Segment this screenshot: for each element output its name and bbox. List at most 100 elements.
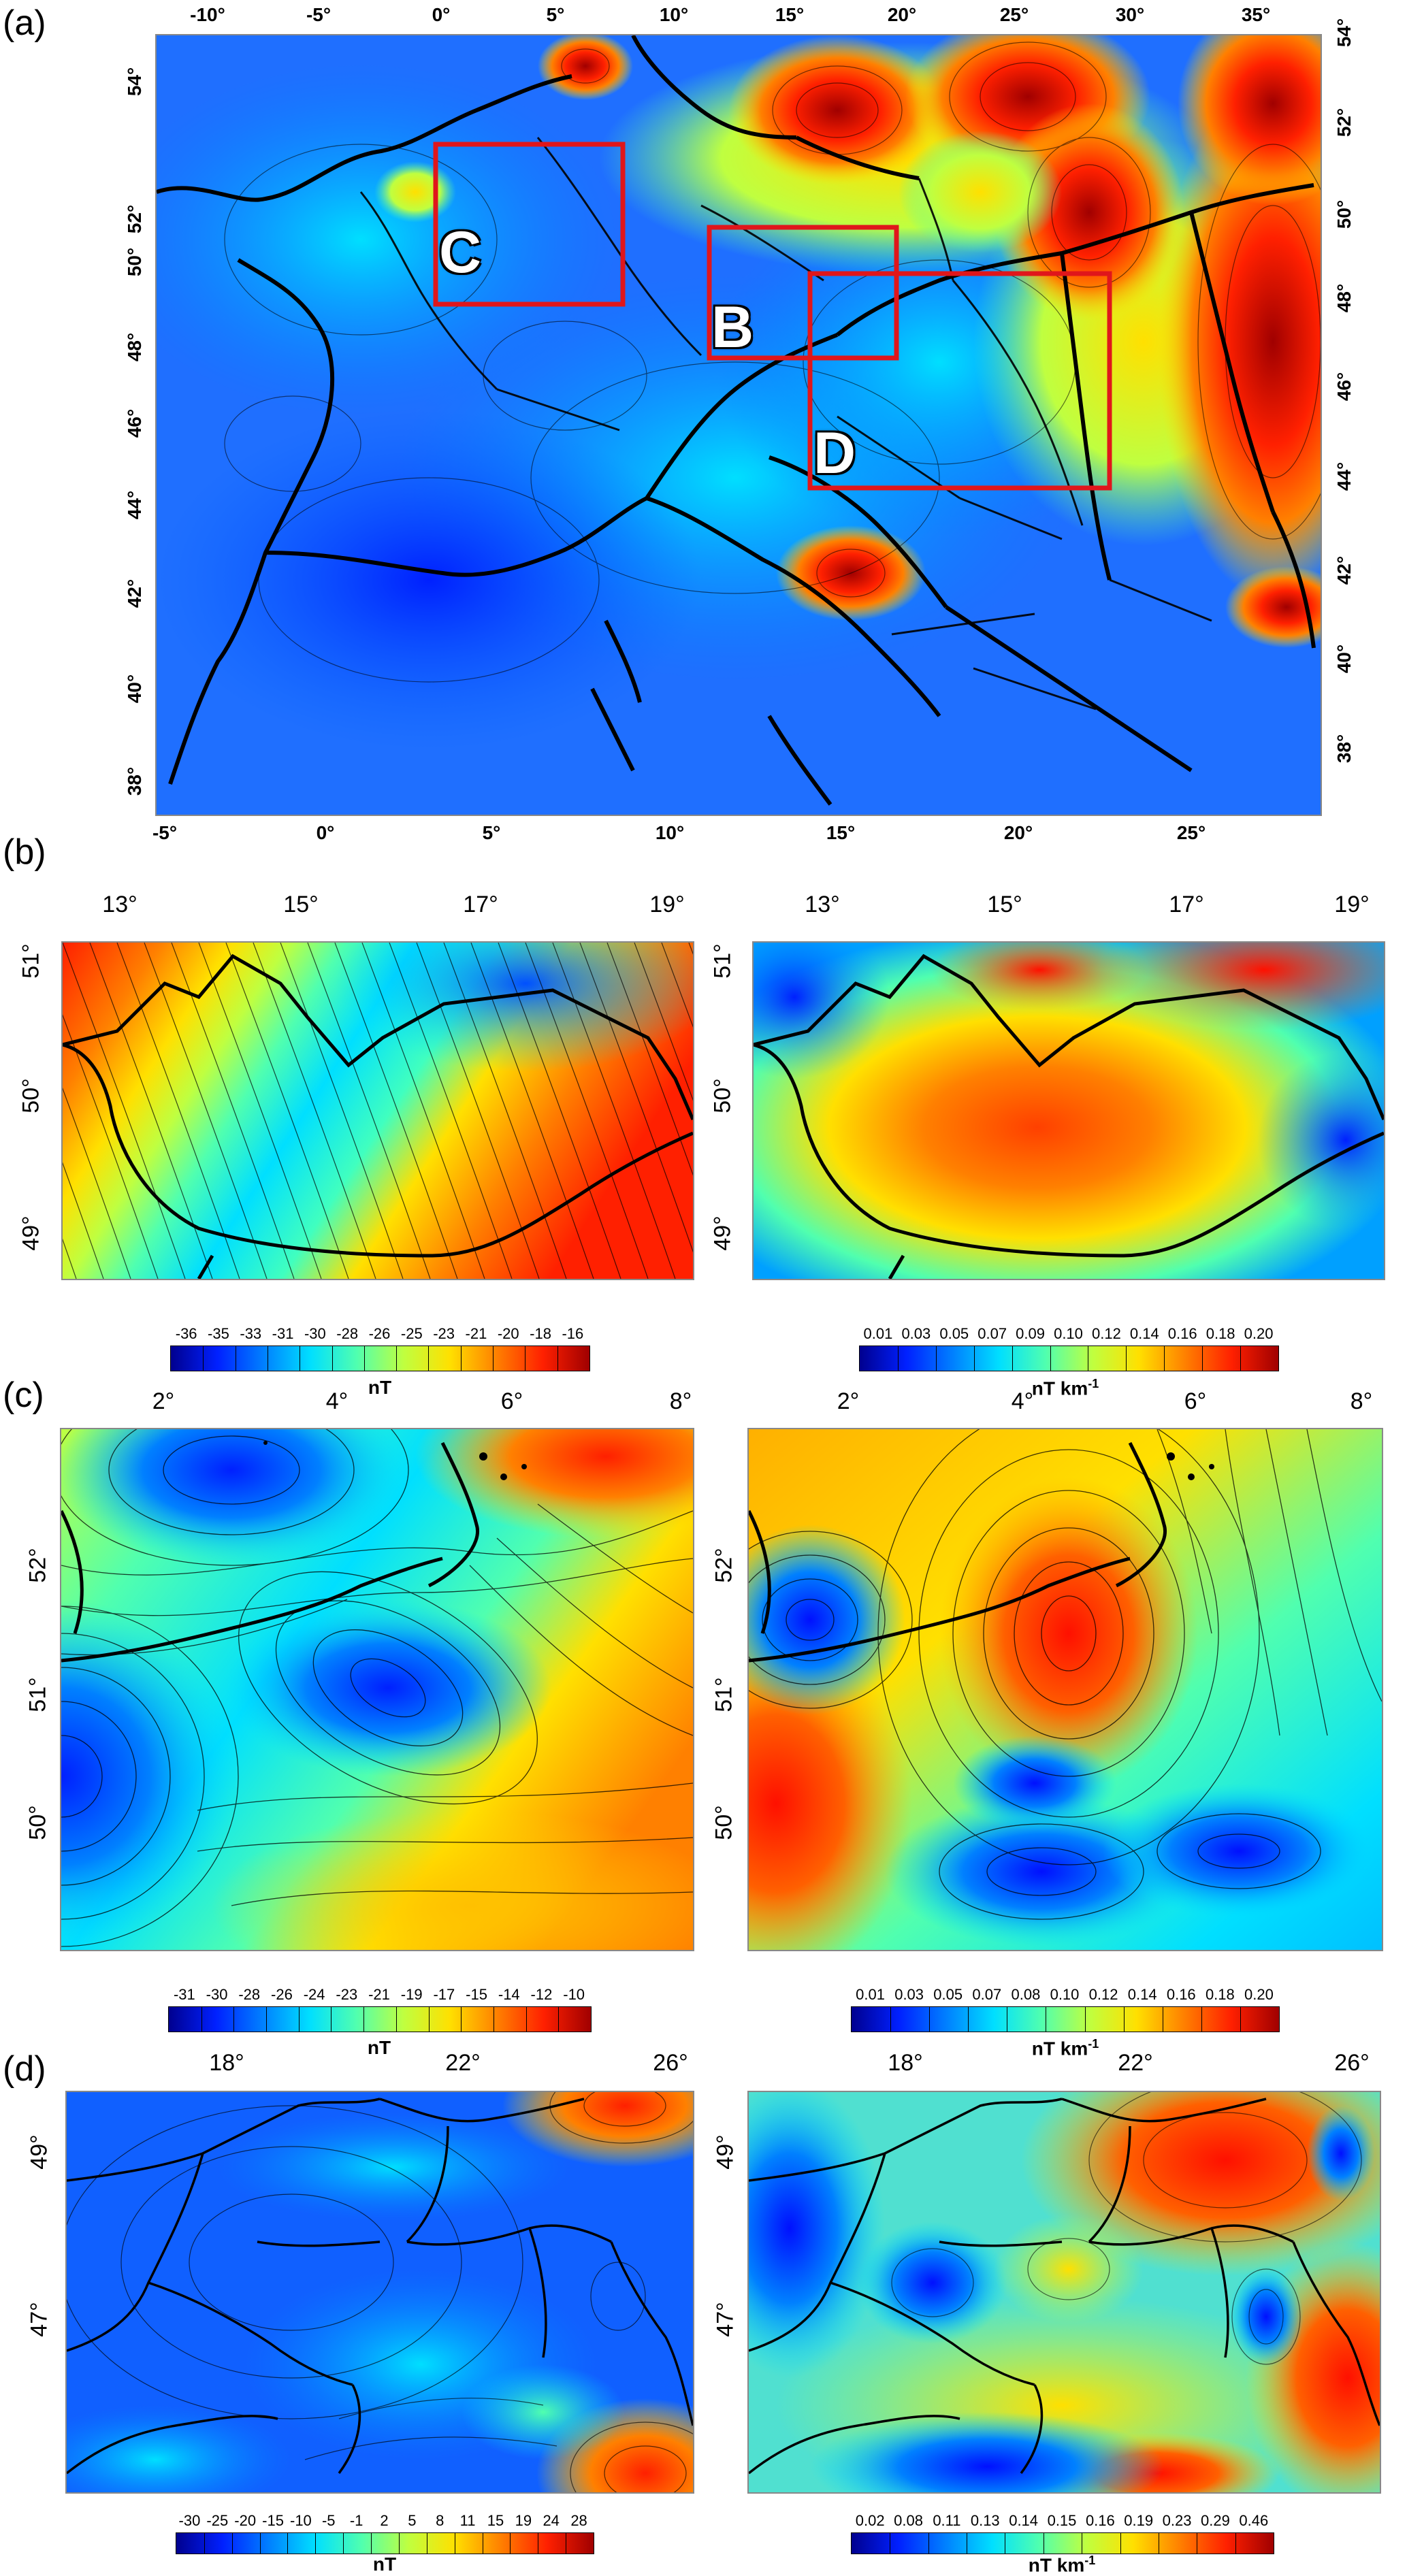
colorbar-label: -5 xyxy=(321,2512,336,2529)
colorbar-divider xyxy=(428,2007,430,2032)
colorbar-label: 0.11 xyxy=(933,2512,961,2529)
panel-b-left-anomaly-map xyxy=(61,941,694,1280)
panel-c-right-colorbar-unit: nT km-1 xyxy=(1032,2037,1099,2059)
a-top-tick-8: 30° xyxy=(1115,4,1145,25)
b-left-side-tick-0: 51° xyxy=(18,943,44,979)
colorbar-divider xyxy=(1235,2533,1236,2554)
panel-b-left-colorbar xyxy=(170,1346,590,1371)
panel-b-right-colorbar xyxy=(859,1346,1279,1371)
panel-d-right-colorbar-unit: nT km-1 xyxy=(1029,2554,1095,2576)
colorbar-label: -1 xyxy=(349,2512,363,2529)
c-right-top-tick-3: 8° xyxy=(1350,1388,1373,1414)
colorbar-divider xyxy=(201,2007,202,2032)
b-left-side-tick-2: 49° xyxy=(18,1216,44,1251)
c-right-side-tick-2: 50° xyxy=(711,1805,737,1840)
colorbar-divider xyxy=(928,2533,929,2554)
colorbar-label: 0.18 xyxy=(1205,1986,1235,2003)
colorbar-label: 24 xyxy=(543,2512,560,2529)
colorbar-divider xyxy=(1202,1346,1203,1371)
a-top-tick-4: 10° xyxy=(659,4,689,25)
colorbar-label: 0.18 xyxy=(1206,1325,1235,1342)
colorbar-divider xyxy=(363,1346,365,1371)
colorbar-label: -23 xyxy=(433,1325,455,1342)
a-left-tick-6: 42° xyxy=(124,578,145,608)
colorbar-label: 0.13 xyxy=(970,2512,1000,2529)
a-top-tick-3: 5° xyxy=(546,4,565,25)
a-top-tick-9: 35° xyxy=(1241,4,1271,25)
colorbar-divider xyxy=(935,1346,937,1371)
unit-text: nT km xyxy=(1028,2554,1085,2576)
a-top-tick-2: 0° xyxy=(432,4,451,25)
colorbar-divider xyxy=(1126,1346,1127,1371)
a-right-tick-8: 38° xyxy=(1333,734,1355,764)
colorbar-label: 0.10 xyxy=(1050,1986,1080,2003)
a-left-tick-7: 40° xyxy=(124,674,145,704)
colorbar-label: -14 xyxy=(498,1986,520,2003)
colorbar-divider xyxy=(1164,1346,1165,1371)
colorbar-label: 0.20 xyxy=(1244,1325,1274,1342)
a-bottom-tick-5: 20° xyxy=(1003,822,1033,843)
colorbar-label: 0.23 xyxy=(1162,2512,1192,2529)
panel-c-right-gradient-map xyxy=(747,1428,1383,1951)
colorbar-label: -16 xyxy=(562,1325,584,1342)
colorbar-label: -26 xyxy=(271,1986,293,2003)
a-top-tick-5: 15° xyxy=(775,4,805,25)
colorbar-label: 19 xyxy=(515,2512,532,2529)
d-right-side-tick-1: 47° xyxy=(712,2302,739,2337)
colorbar-label: -30 xyxy=(178,2512,201,2529)
box-label-d: D xyxy=(813,421,856,486)
panel-c-left-anomaly-map xyxy=(60,1428,694,1951)
colorbar-label: -15 xyxy=(262,2512,284,2529)
box-label-c: C xyxy=(439,220,482,285)
c-left-side-tick-0: 52° xyxy=(25,1548,51,1583)
box-label-b: B xyxy=(711,295,754,360)
colorbar-divider xyxy=(371,2533,372,2554)
c-right-top-tick-2: 6° xyxy=(1184,1388,1207,1414)
panel-c-left-colorbar-unit: nT xyxy=(367,2037,391,2058)
a-left-tick-5: 44° xyxy=(124,490,145,520)
b-right-top-tick-3: 19° xyxy=(1334,892,1370,917)
panel-d-left-colorbar xyxy=(176,2532,594,2554)
colorbar-label: -23 xyxy=(336,1986,358,2003)
a-left-tick-8: 38° xyxy=(124,766,145,796)
colorbar-label: -30 xyxy=(304,1325,326,1342)
a-right-tick-3: 48° xyxy=(1333,283,1355,313)
colorbar-divider xyxy=(968,2007,969,2032)
colorbar-label: 28 xyxy=(570,2512,587,2529)
colorbar-label: 0.19 xyxy=(1124,2512,1154,2529)
c-left-top-tick-3: 8° xyxy=(669,1388,692,1414)
a-left-tick-1: 52° xyxy=(124,204,145,234)
colorbar-label: -18 xyxy=(530,1325,551,1342)
c-left-side-tick-2: 50° xyxy=(25,1805,51,1840)
c-left-top-tick-0: 2° xyxy=(152,1388,175,1414)
unit-exponent: -1 xyxy=(1088,2037,1099,2051)
d-left-top-tick-0: 18° xyxy=(209,2050,244,2076)
colorbar-divider xyxy=(557,1346,558,1371)
colorbar-divider xyxy=(298,2007,300,2032)
colorbar-divider xyxy=(1120,2533,1121,2554)
colorbar-divider xyxy=(461,2007,462,2032)
a-bottom-tick-3: 10° xyxy=(655,822,685,843)
colorbar-label: -26 xyxy=(368,1325,391,1342)
colorbar-label: -12 xyxy=(530,1986,553,2003)
b-right-side-tick-2: 49° xyxy=(709,1216,736,1251)
colorbar-label: -35 xyxy=(208,1325,229,1342)
colorbar-label: -33 xyxy=(240,1325,262,1342)
colorbar-label: -10 xyxy=(563,1986,585,2003)
colorbar-label: 0.16 xyxy=(1166,1986,1196,2003)
colorbar-divider xyxy=(1240,2007,1241,2032)
colorbar-label: 0.16 xyxy=(1167,1325,1197,1342)
c-right-side-tick-1: 51° xyxy=(711,1677,737,1712)
a-top-tick-0: -10° xyxy=(190,4,225,25)
colorbar-divider xyxy=(1012,1346,1013,1371)
panel-c-right-colorbar xyxy=(851,2006,1280,2032)
panel-label-b: (b) xyxy=(3,832,46,872)
colorbar-label: -25 xyxy=(400,1325,423,1342)
a-right-tick-4: 46° xyxy=(1333,372,1355,402)
colorbar-label: 0.16 xyxy=(1085,2512,1115,2529)
panel-b-right-colorbar-unit: nT km-1 xyxy=(1032,1377,1099,1399)
a-right-tick-5: 44° xyxy=(1333,461,1355,491)
colorbar-label: 0.08 xyxy=(1011,1986,1041,2003)
unit-exponent: -1 xyxy=(1084,2554,1096,2567)
colorbar-label: 15 xyxy=(487,2512,504,2529)
